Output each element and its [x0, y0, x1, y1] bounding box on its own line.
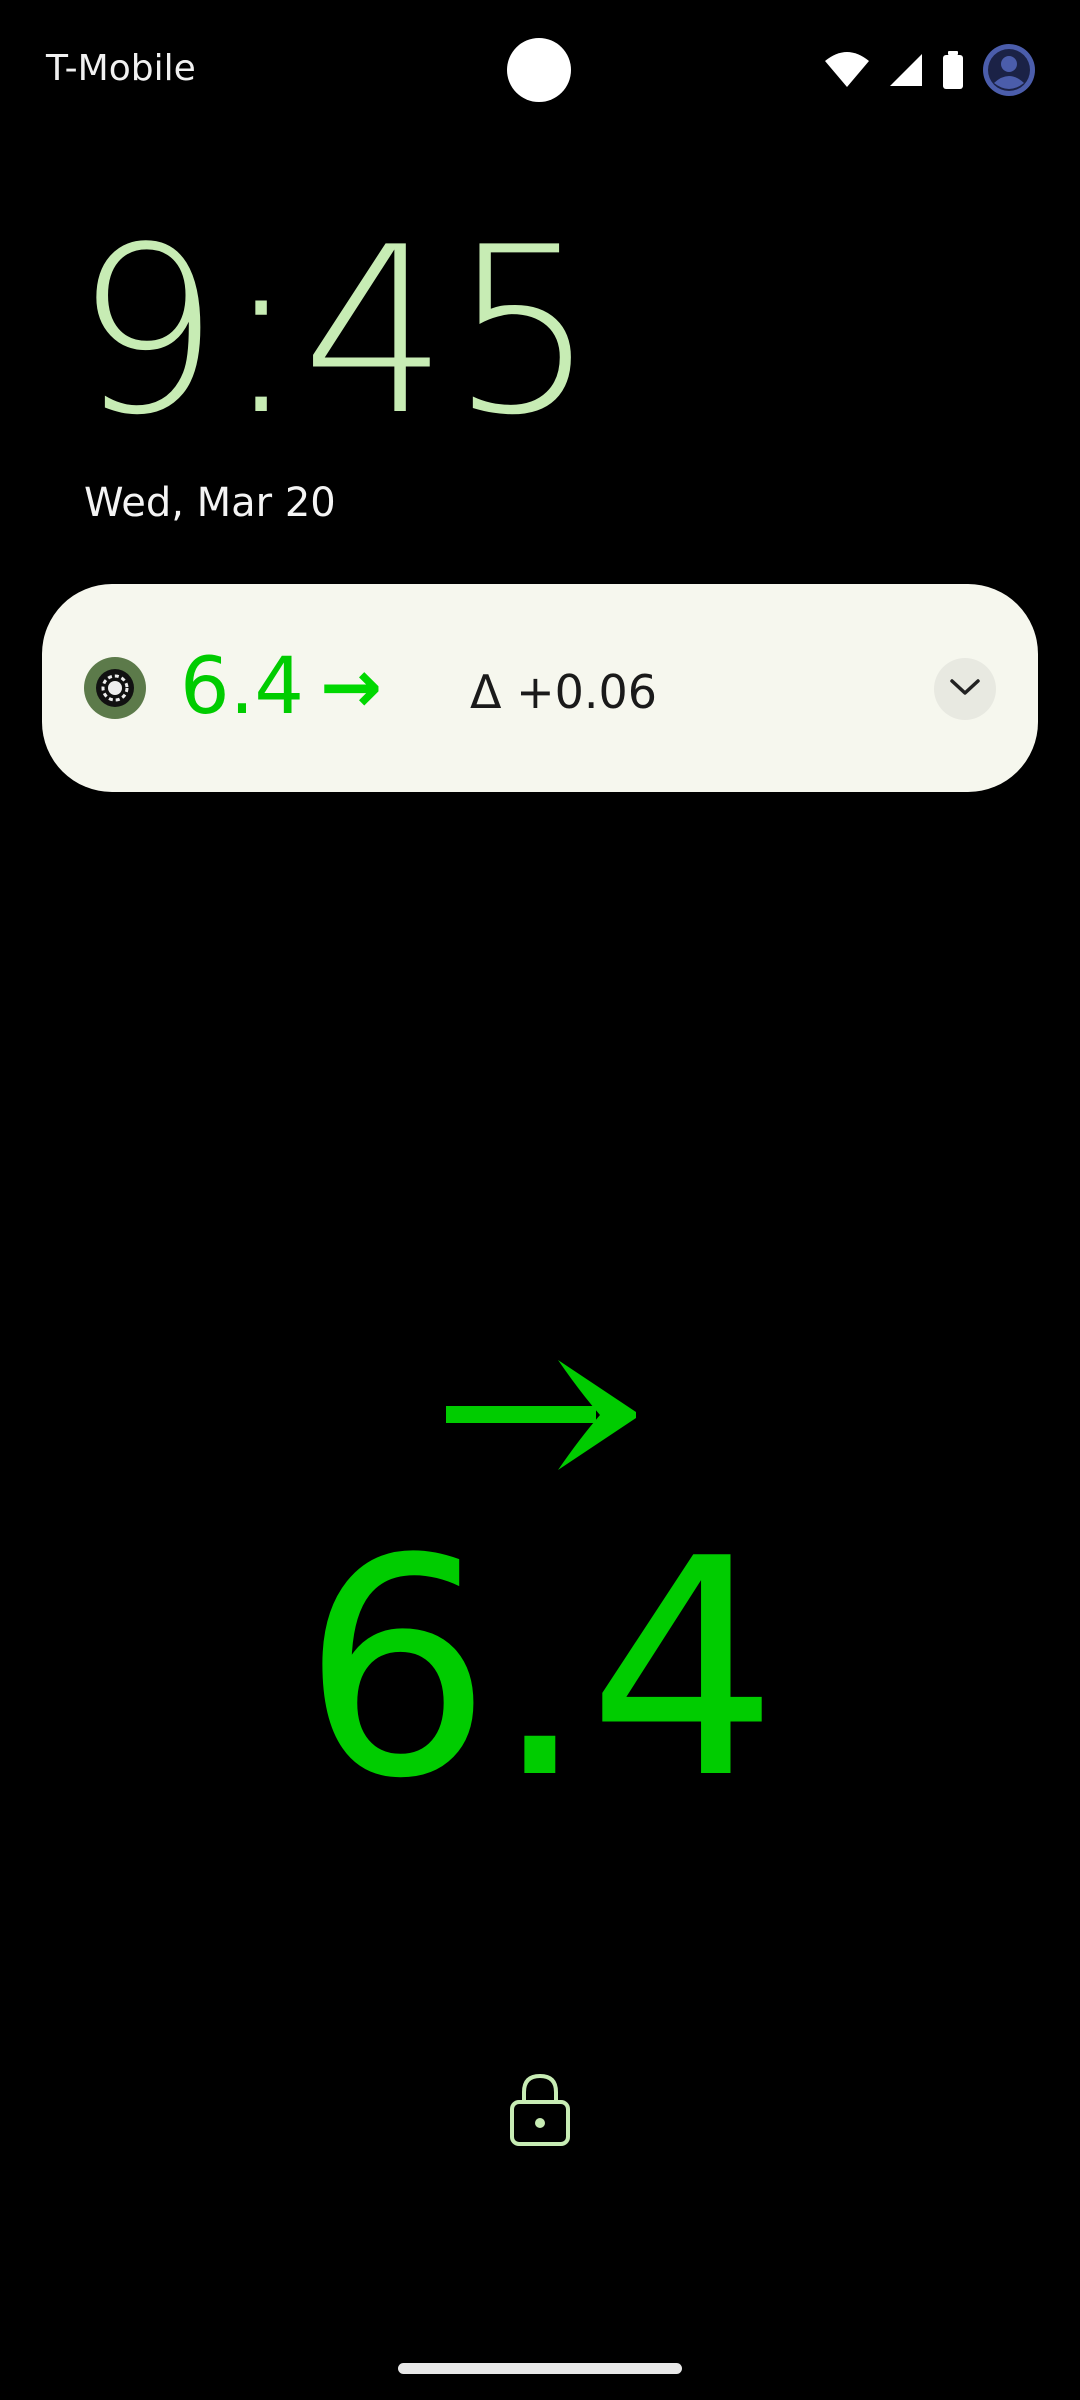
app-logo-icon	[84, 657, 146, 719]
lock-date: Wed, Mar 20	[84, 480, 336, 526]
home-indicator[interactable]	[398, 2363, 682, 2374]
glucose-notification[interactable]: 6.4 → Δ +0.06	[42, 584, 1038, 792]
notification-value: 6.4	[180, 642, 305, 732]
glucose-reading: 6.4	[301, 1495, 779, 1844]
lock-icon[interactable]	[508, 2072, 572, 2148]
battery-icon	[942, 51, 964, 89]
notification-trend-arrow: →	[320, 644, 383, 730]
expand-button[interactable]	[934, 658, 996, 720]
camera-cutout	[507, 38, 571, 102]
chevron-down-icon	[948, 677, 982, 702]
notification-delta: Δ +0.06	[470, 665, 658, 719]
cell-signal-icon	[888, 52, 924, 88]
account-icon[interactable]	[982, 43, 1036, 97]
wifi-icon	[824, 51, 870, 89]
lock-clock: 9:45	[74, 199, 599, 466]
status-icons	[824, 40, 1036, 100]
arrow-right-icon	[440, 1360, 640, 1470]
carrier-name: T-Mobile	[46, 48, 196, 89]
